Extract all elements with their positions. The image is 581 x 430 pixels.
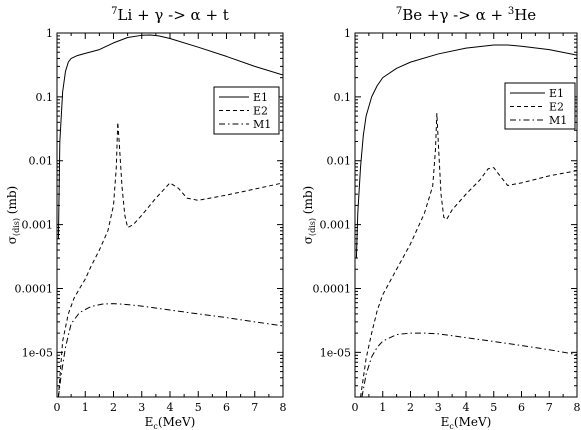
y-label-unit: (mb)	[301, 186, 315, 218]
y-tick-label: 1	[46, 27, 53, 40]
x-label-main: E	[441, 415, 450, 429]
chart-title: 7Li + γ -> α + t	[111, 6, 229, 24]
legend-label-e1: E1	[549, 87, 564, 100]
y-tick-label: 0.001	[22, 219, 54, 232]
title-superscript: 7	[111, 6, 117, 17]
series-line-e1	[355, 44, 577, 259]
x-tick-label: 1	[379, 401, 386, 414]
x-tick-label: 8	[574, 401, 581, 414]
series-line-e2	[360, 112, 577, 397]
y-label-main: σ	[301, 236, 315, 244]
y-tick-label: 1e-05	[22, 346, 53, 359]
x-tick-label: 1	[82, 401, 89, 414]
x-tick-label: 6	[223, 401, 230, 414]
legend-label-e2: E2	[549, 101, 564, 114]
legend-label-e2: E2	[253, 105, 268, 118]
x-tick-label: 4	[167, 401, 174, 414]
y-axis-label: σ(dis) (mb)	[301, 186, 317, 244]
x-tick-label: 2	[110, 401, 117, 414]
x-tick-label: 2	[407, 401, 414, 414]
x-label-main: E	[145, 415, 154, 429]
title-superscript-2: 3	[508, 6, 514, 17]
y-label-sub: (dis)	[308, 218, 317, 236]
y-tick-label: 0.001	[320, 219, 352, 232]
x-tick-label: 5	[195, 401, 202, 414]
series-group	[355, 44, 577, 397]
y-tick-label: 1	[344, 27, 351, 40]
y-label-main: σ	[5, 236, 19, 244]
x-label-sub: c	[153, 422, 158, 430]
series-line-e1	[57, 34, 283, 239]
title-main: Be +γ -> α +	[402, 6, 508, 24]
title-superscript: 7	[396, 6, 402, 17]
series-line-m1	[361, 332, 577, 397]
x-axis-label: Ec(MeV)	[441, 415, 492, 430]
x-tick-label: 8	[280, 401, 287, 414]
x-tick-label: 5	[490, 401, 497, 414]
x-tick-label: 3	[138, 401, 145, 414]
x-tick-label: 7	[251, 401, 258, 414]
series-group	[57, 34, 283, 397]
y-axis-label: σ(dis) (mb)	[5, 186, 21, 244]
x-label-unit: (MeV)	[454, 415, 491, 429]
x-tick-label: 6	[518, 401, 525, 414]
y-tick-label: 0.1	[334, 91, 352, 104]
y-label-unit: (mb)	[5, 186, 19, 218]
chart-title: 7Be +γ -> α + 3He	[396, 6, 536, 24]
series-line-e2	[57, 121, 283, 397]
x-tick-label: 7	[546, 401, 553, 414]
x-axis-label: Ec(MeV)	[145, 415, 196, 430]
legend-label-m1: M1	[549, 114, 567, 127]
legend-box	[213, 86, 280, 135]
x-label-unit: (MeV)	[158, 415, 195, 429]
x-tick-label: 0	[54, 401, 61, 414]
series-line-m1	[57, 303, 283, 397]
title-main: Li + γ -> α + t	[118, 6, 229, 24]
y-tick-label: 0.01	[29, 155, 54, 168]
legend-label-e1: E1	[253, 91, 268, 104]
y-tick-label: 0.1	[36, 91, 54, 104]
x-label-sub: c	[449, 422, 454, 430]
y-tick-label: 0.0001	[313, 282, 352, 295]
x-tick-label: 4	[463, 401, 470, 414]
x-tick-label: 3	[435, 401, 442, 414]
y-label-sub: (dis)	[12, 218, 21, 236]
y-tick-label: 0.01	[327, 155, 352, 168]
legend-label-m1: M1	[253, 118, 271, 131]
title-tail: He	[514, 6, 536, 24]
y-tick-label: 0.0001	[15, 282, 54, 295]
y-tick-label: 1e-05	[320, 346, 351, 359]
x-tick-label: 0	[352, 401, 359, 414]
